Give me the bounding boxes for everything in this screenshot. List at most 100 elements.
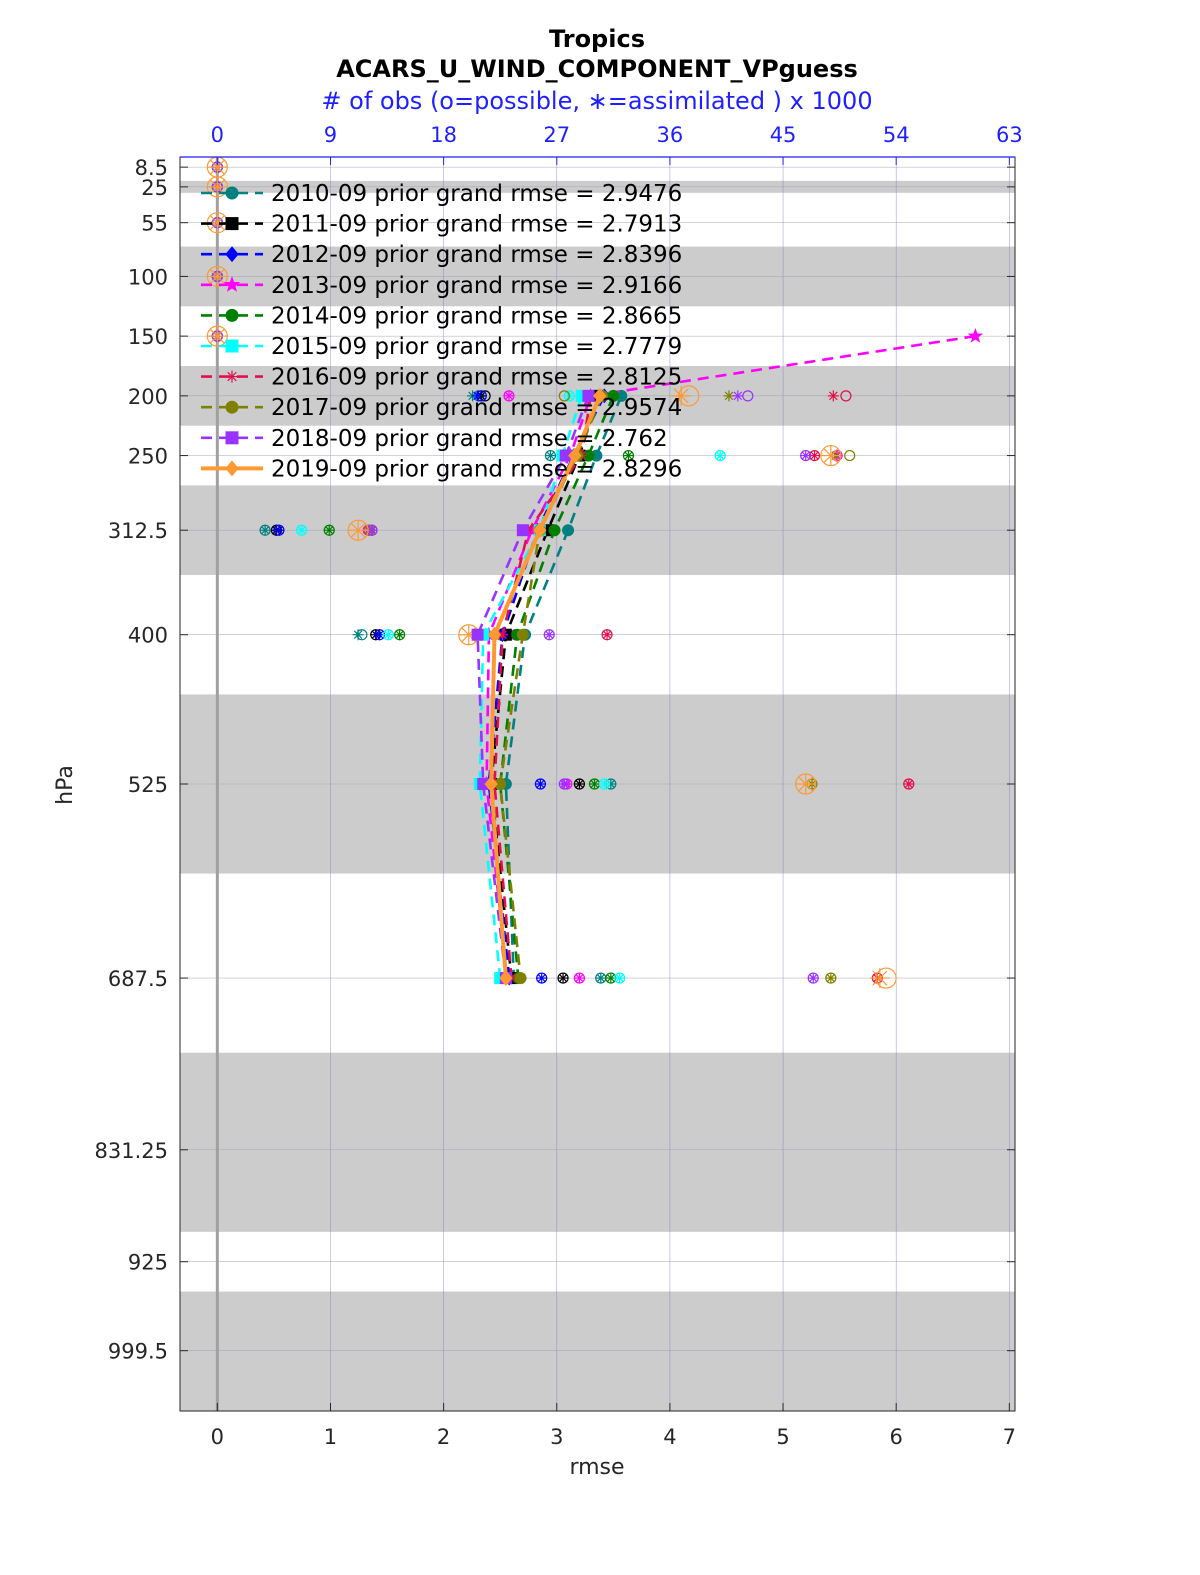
top-tick-label: 63 [996,123,1023,147]
x-tick-label: 4 [663,1425,676,1449]
asterisk-stroke [826,973,836,983]
y-tick-label: 400 [128,624,168,648]
asterisk-stroke [590,779,599,789]
top-tick-label: 18 [430,123,457,147]
obs-assimilated-marker [599,778,611,790]
obs-assimilated-marker [544,450,556,462]
obs-assimilated-marker [207,326,228,347]
legend-marker [225,246,239,263]
series-line [476,395,590,979]
asterisk-stroke [615,973,624,983]
legend-label: 2015-09 prior grand rmse = 2.7779 [271,334,682,360]
y-tick-label: 8.5 [135,156,168,180]
obs-assimilated-marker [869,968,890,989]
series-marker [533,522,547,539]
legend-marker [225,217,239,231]
obs-assimilated-marker [348,520,369,541]
obs-assimilated-marker [557,972,569,984]
x-tick-label: 5 [776,1425,789,1449]
asterisk-stroke [209,179,225,195]
top-axis-label: # of obs (o=possible, ∗=assimilated ) x … [321,87,872,115]
asterisk-stroke [504,391,514,401]
series-marker [548,524,561,537]
asterisk-stroke [473,391,482,401]
x-tick-label: 0 [211,1425,224,1449]
legend-marker [225,186,239,200]
chart-title: Tropics [549,25,645,53]
asterisk-stroke [227,371,237,382]
series-marker [516,524,529,537]
obs-assimilated-marker [827,390,839,402]
grid [180,157,1015,1411]
legend-label: 2011-09 prior grand rmse = 2.7913 [271,212,682,238]
top-tick-label: 54 [883,123,910,147]
obs-assimilated-marker [534,778,546,790]
obs-assimilated-marker [820,445,841,466]
asterisk-stroke [829,391,838,401]
obs-assimilated-marker [595,972,607,984]
asterisk-stroke [544,630,554,640]
asterisk-stroke [904,779,914,789]
x-tick-label: 3 [550,1425,563,1449]
asterisk-stroke [624,451,633,460]
y-tick-label: 687.5 [108,967,168,991]
obs-assimilated-marker [807,972,819,984]
chart-subtitle: ACARS_U_WIND_COMPONENT_VPguess [336,55,858,83]
legend-label: 2019-09 prior grand rmse = 2.8296 [271,456,682,482]
obs-assimilated-marker [903,778,915,790]
series-marker [471,628,484,641]
top-tick-label: 9 [324,123,337,147]
asterisk-stroke [559,779,569,789]
x-tick-label: 7 [1003,1425,1016,1449]
legend-label: 2016-09 prior grand rmse = 2.8125 [271,365,682,391]
asterisk-stroke [596,973,606,983]
obs-assimilated-marker [622,450,634,462]
bands [180,180,1015,1411]
obs-assimilated-marker [543,629,555,641]
obs-assimilated-marker [601,629,613,641]
y-tick-label: 25 [141,176,168,200]
y-tick-label: 250 [128,445,168,469]
obs-assimilated-marker [366,524,378,536]
legend-marker [225,339,239,353]
asterisk-stroke [600,779,609,789]
legend-marker [225,460,239,477]
asterisk-stroke [808,973,818,983]
obs-assimilated-marker [558,778,570,790]
y-tick-label: 200 [128,385,168,409]
obs-assimilated-marker [825,972,837,984]
legend-label: 2014-09 prior grand rmse = 2.8665 [271,303,682,329]
legend-marker [225,400,239,414]
series-marker [484,776,498,792]
asterisk-stroke [209,268,225,284]
obs-assimilated-marker [588,778,600,790]
y-axis-label: hPa [53,765,78,805]
asterisk-stroke [715,451,725,460]
asterisk-stroke [324,525,334,535]
asterisk-stroke [823,448,839,464]
legend-marker [225,431,239,445]
asterisk-stroke [724,391,734,401]
obs-assimilated-marker [714,450,726,462]
asterisk-stroke [602,630,612,640]
obs-assimilated-marker [614,972,626,984]
legend-label: 2012-09 prior grand rmse = 2.8396 [271,242,682,268]
obs-assimilated-marker [536,972,548,984]
obs-assimilated-marker [573,778,585,790]
y-tick-label: 525 [128,773,168,797]
obs-assimilated-marker [800,450,812,462]
asterisk-stroke [546,451,555,460]
top-tick-label: 0 [211,123,224,147]
obs-assimilated-marker [573,972,585,984]
asterisk-stroke [375,630,384,640]
series-marker [516,628,529,641]
obs-possible-marker [840,390,852,402]
x-tick-label: 2 [437,1425,450,1449]
ticks: 0 1 2 3 4 5 6 70 9 18 27 36 45 54 638.5255510015020025… [95,123,1023,1449]
obs-assimilated-marker [352,629,364,641]
asterisk-stroke [209,215,225,231]
asterisk-stroke [209,328,225,344]
legend-marker [225,308,239,322]
